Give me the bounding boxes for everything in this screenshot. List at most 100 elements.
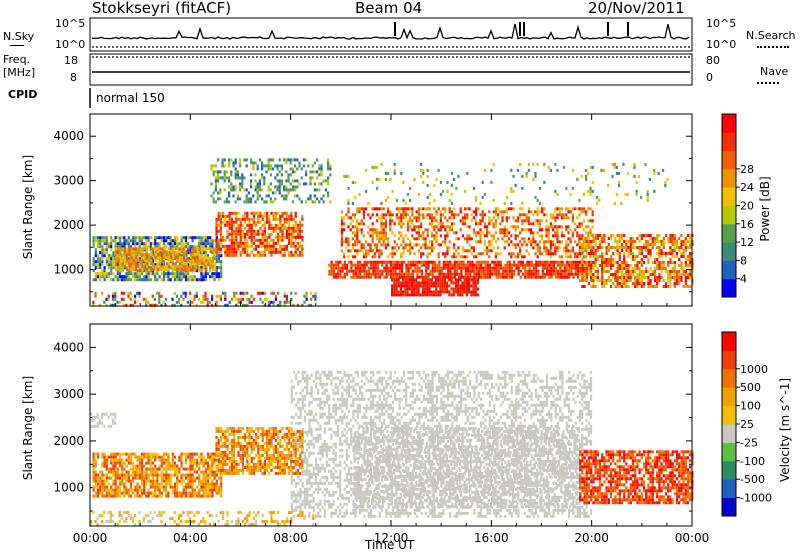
power-cell: [405, 266, 408, 270]
power-cell: [453, 216, 456, 220]
power-cell: [534, 219, 537, 223]
power-cell: [452, 287, 455, 291]
power-cell: [198, 236, 201, 240]
power-cell: [618, 234, 621, 237]
power-cell: [376, 219, 379, 223]
power-cell: [646, 195, 649, 199]
power-cell: [417, 192, 420, 196]
power-cell: [667, 261, 670, 264]
power-cell: [554, 252, 557, 256]
power-cell: [662, 240, 665, 243]
power-cell: [446, 252, 449, 256]
power-cell: [215, 266, 218, 270]
power-cell: [350, 266, 353, 270]
power-cell: [415, 237, 418, 241]
velocity-cell: [328, 448, 331, 452]
power-cell: [209, 245, 212, 249]
power-cell: [483, 240, 486, 244]
beam-title: Beam 04: [355, 0, 423, 17]
power-cell: [543, 263, 547, 267]
power-cell: [183, 250, 186, 254]
power-cell: [209, 259, 212, 263]
velocity-cell: [306, 376, 309, 380]
power-cell: [565, 263, 569, 267]
power-cell: [552, 213, 555, 217]
power-cell: [413, 278, 416, 282]
power-cell: [215, 257, 218, 261]
power-cell: [490, 219, 493, 223]
power-cell: [563, 249, 566, 253]
power-cell: [156, 247, 160, 251]
power-cell: [549, 225, 552, 229]
power-cell: [415, 287, 418, 291]
power-cell: [689, 261, 692, 264]
power-cell: [537, 260, 540, 264]
power-cell: [285, 217, 288, 221]
power-cell: [112, 278, 115, 282]
power-cell: [461, 284, 464, 288]
power-cell: [671, 255, 674, 258]
power-cell: [545, 234, 548, 238]
power-cell: [212, 170, 215, 174]
power-cell: [404, 293, 407, 297]
power-cell: [101, 291, 104, 295]
power-cell: [376, 207, 379, 211]
power-cell: [420, 174, 423, 178]
power-cell: [167, 272, 170, 276]
power-cell: [579, 266, 582, 270]
power-cell: [258, 179, 261, 183]
power-cell: [468, 243, 471, 247]
power-cell: [165, 253, 168, 257]
power-cell: [530, 231, 533, 235]
power-cell: [385, 260, 388, 264]
power-cell: [431, 266, 434, 270]
power-cell: [431, 269, 434, 273]
power-cell: [442, 275, 445, 279]
velocity-cell: [312, 442, 315, 446]
power-cell: [367, 213, 370, 217]
power-cell: [387, 195, 390, 199]
power-cell: [259, 241, 262, 245]
power-cell: [435, 281, 438, 285]
power-cell: [444, 263, 448, 267]
power-cell: [526, 275, 529, 279]
power-cell: [219, 297, 222, 301]
power-cell: [614, 237, 617, 240]
power-cell: [360, 207, 363, 211]
power-cell: [123, 275, 126, 279]
velocity-cell: [328, 409, 331, 413]
power-cell: [143, 256, 146, 260]
power-cell: [280, 182, 283, 186]
power-cell: [92, 269, 95, 273]
power-cell: [340, 243, 343, 247]
power-cell: [616, 246, 619, 249]
power-cell: [488, 249, 491, 253]
power-cell: [444, 225, 447, 229]
power-cell: [394, 275, 397, 279]
power-cell: [356, 263, 360, 267]
velocity-cell: [310, 481, 313, 485]
power-cell: [436, 263, 439, 267]
power-cell: [283, 250, 286, 254]
power-cell: [206, 236, 210, 240]
power-cell: [554, 216, 557, 220]
power-cell: [631, 255, 635, 258]
power-cell: [268, 220, 271, 224]
power-cell: [374, 272, 377, 276]
power-cell: [189, 275, 192, 279]
power-cell: [116, 263, 119, 267]
power-cell: [130, 265, 133, 269]
power-cell: [391, 213, 394, 217]
velocity-cell: [332, 430, 335, 434]
power-cell: [435, 231, 438, 235]
power-cell: [525, 228, 528, 232]
velocity-cell: [317, 505, 320, 509]
noise-left-top-tick: 10^5: [55, 17, 86, 30]
power-cell: [447, 263, 450, 267]
power-cell: [138, 257, 141, 261]
power-cell: [154, 247, 157, 251]
power-cell: [408, 281, 411, 285]
power-cell: [438, 269, 441, 273]
power-cell: [107, 272, 111, 276]
power-cell: [450, 183, 453, 187]
